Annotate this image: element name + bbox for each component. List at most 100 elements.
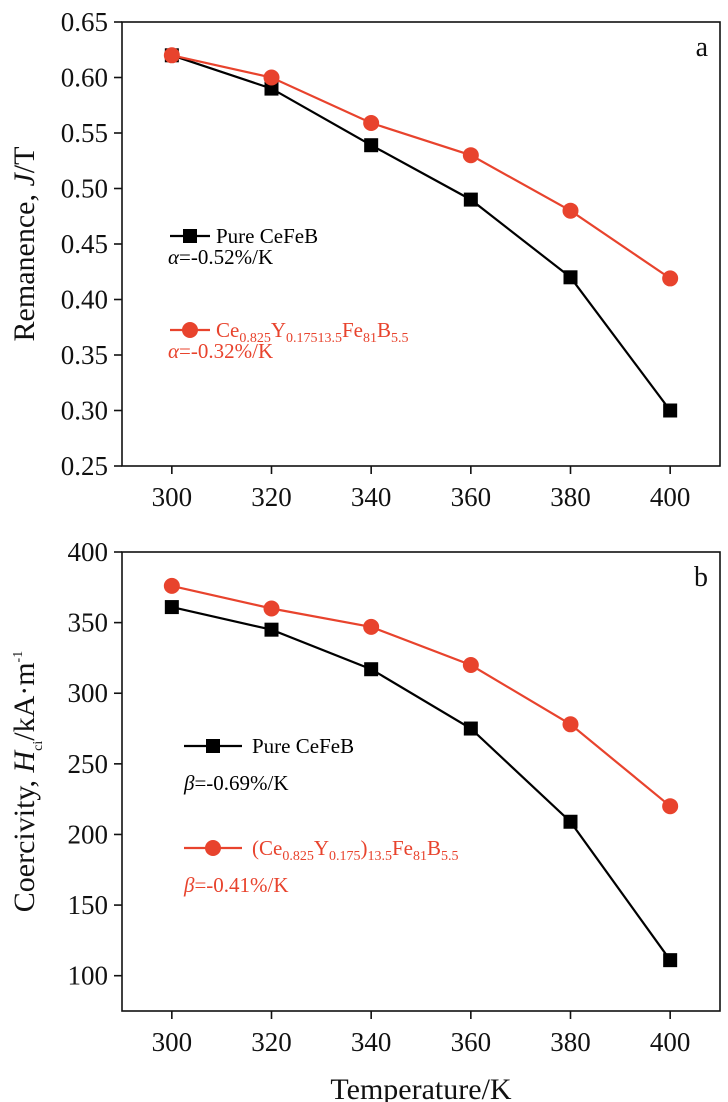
x-tick-label: 340 <box>351 482 392 512</box>
legend-marker-square <box>183 229 197 243</box>
data-point-square <box>463 192 478 207</box>
y-tick-label: 0.60 <box>61 63 108 93</box>
x-tick-label: 320 <box>251 482 292 512</box>
plot-frame <box>121 21 721 467</box>
legend: Pure CeFeBα=-0.52%/KCe0.825Y0.17513.5Fe8… <box>168 224 409 363</box>
coefficient-symbol: α <box>168 339 180 363</box>
y-axis-title-unit: /T <box>8 147 41 174</box>
legend-label-subscript: 81 <box>363 331 377 346</box>
y-axis-title-symbol: J <box>8 172 41 187</box>
y-tick-label: 350 <box>68 608 109 638</box>
y-tick-label: 0.50 <box>61 174 108 204</box>
x-tick-label: 380 <box>550 1027 591 1057</box>
y-tick-label: 0.30 <box>61 396 108 426</box>
coefficient-symbol: β <box>183 873 195 897</box>
panel-label: a <box>696 32 709 63</box>
data-point-square <box>463 721 478 736</box>
series-line-1 <box>171 54 672 412</box>
legend-label-part: Y <box>314 836 329 860</box>
y-tick-label: 0.65 <box>61 7 108 37</box>
x-tick-label: 380 <box>550 482 591 512</box>
x-axis-title: Temperature/K <box>330 1073 511 1102</box>
data-point-circle <box>562 716 579 733</box>
y-tick-label: 0.25 <box>61 451 108 481</box>
data-point-circle <box>662 798 679 815</box>
data-point-circle <box>363 618 380 635</box>
data-point-square <box>164 600 179 615</box>
legend-label-part: Fe <box>392 836 413 860</box>
data-point-square <box>364 138 379 153</box>
legend-label-part: Pure CeFeB <box>216 224 318 248</box>
coefficient-annotation: α=-0.52%/K <box>168 245 273 269</box>
y-axis-title-unit: /kA·m <box>8 662 41 740</box>
x-tick-label: 360 <box>451 482 492 512</box>
coefficient-value: =-0.32%/K <box>179 339 273 363</box>
legend-marker-square <box>206 739 220 753</box>
y-tick-label: 0.40 <box>61 285 108 315</box>
legend: Pure CeFeBβ=-0.69%/K(Ce0.825Y0.175)13.5F… <box>183 734 459 897</box>
legend-label-part: B <box>377 318 391 342</box>
y-axis-title: Coercivity, Hci/kA·m-1 <box>8 651 46 912</box>
data-point-circle <box>462 147 479 164</box>
data-point-circle <box>562 202 579 219</box>
legend-label-part: Pure CeFeB <box>252 734 354 758</box>
legend-label-subscript: 0.825 <box>239 331 271 346</box>
data-point-square <box>663 403 678 418</box>
y-tick-label: 400 <box>68 537 109 567</box>
x-tick-label: 400 <box>650 1027 691 1057</box>
series-line-2 <box>171 584 671 808</box>
coefficient-annotation: β=-0.69%/K <box>183 771 289 795</box>
legend-label-subscript: 0.825 <box>282 849 314 864</box>
legend-label-part: (Ce <box>252 836 282 860</box>
y-axis-title-lead: Coercivity, <box>8 773 41 913</box>
y-tick-label: 300 <box>68 678 109 708</box>
panel-b-coercivity-chart: 300 320 340 360 380 400 100 150 200 250 300 350 400 C… <box>8 537 721 1102</box>
coefficient-value: =-0.52%/K <box>179 245 273 269</box>
data-point-square <box>264 622 279 637</box>
plot-frame <box>121 551 721 1012</box>
legend-label: (Ce0.825Y0.175)13.5Fe81B5.5 <box>252 836 459 864</box>
y-axis-title: Remanence, J/T <box>8 147 41 342</box>
coefficient-value: =-0.41%/K <box>194 873 288 897</box>
series-line-1 <box>171 606 672 961</box>
y-tick-label: 250 <box>68 749 109 779</box>
legend-label-part: Ce <box>216 318 239 342</box>
legend-label-subscript: 5.5 <box>441 849 459 864</box>
legend-marker-circle <box>182 322 198 338</box>
legend-label: Ce0.825Y0.17513.5Fe81B5.5 <box>216 318 409 346</box>
panel-a-remanence-chart: 300 320 340 360 380 400 0.25 0.30 0.35 0.40 0.45 0.… <box>8 7 721 512</box>
x-tick-label: 400 <box>650 482 691 512</box>
legend-marker-circle <box>205 840 221 856</box>
y-axis-title-superscript: -1 <box>11 651 26 663</box>
y-axis-title-lead: Remanence, <box>8 187 41 342</box>
data-point-square <box>663 953 678 968</box>
series-line-2 <box>171 54 671 280</box>
y-tick-label: 0.35 <box>61 340 108 370</box>
legend-label-subscript: 0.17513.5 <box>286 331 342 346</box>
coefficient-annotation: β=-0.41%/K <box>183 873 289 897</box>
data-point-circle <box>263 69 280 86</box>
data-point-circle <box>163 577 180 594</box>
panel-label: b <box>694 562 708 593</box>
y-tick-label: 0.45 <box>61 229 108 259</box>
y-axis-title-subscript: ci <box>31 741 46 751</box>
data-point-circle <box>163 47 180 64</box>
y-tick-label: 0.55 <box>61 118 108 148</box>
legend-label-subscript: 13.5 <box>368 849 393 864</box>
x-tick-label: 320 <box>251 1027 292 1057</box>
legend-label-part: Fe <box>342 318 363 342</box>
x-tick-label: 300 <box>152 1027 193 1057</box>
legend-label-subscript: 81 <box>413 849 427 864</box>
legend-label-part: Y <box>271 318 286 342</box>
data-point-circle <box>662 270 679 287</box>
data-point-circle <box>462 656 479 673</box>
data-point-square <box>264 81 279 96</box>
coefficient-value: =-0.69%/K <box>194 771 288 795</box>
x-tick-label: 340 <box>351 1027 392 1057</box>
y-tick-label: 150 <box>68 890 109 920</box>
legend-label: Pure CeFeB <box>216 224 318 248</box>
data-point-square <box>364 662 379 677</box>
legend-label-part: ) <box>361 836 368 860</box>
y-tick-label: 100 <box>68 961 109 991</box>
